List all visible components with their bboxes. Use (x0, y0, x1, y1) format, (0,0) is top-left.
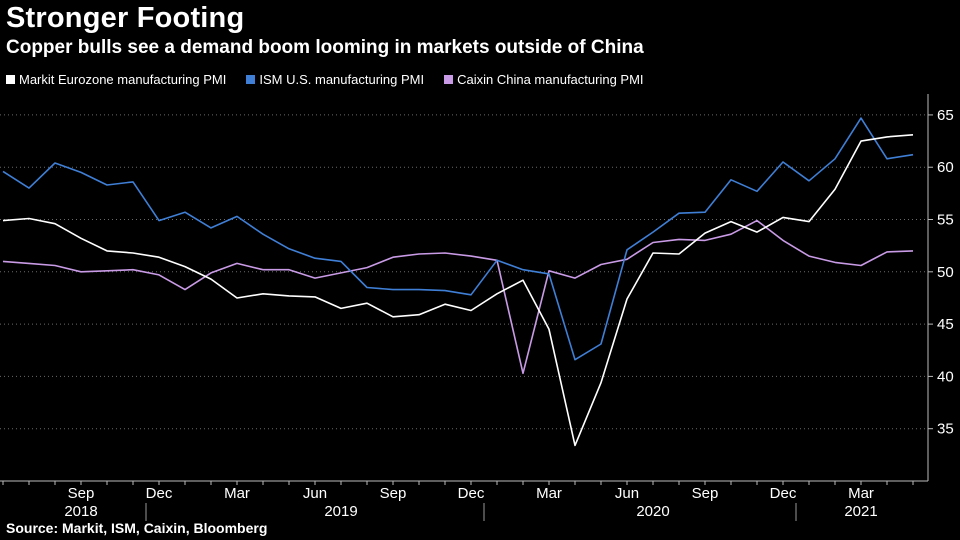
source-note: Source: Markit, ISM, Caixin, Bloomberg (6, 520, 268, 536)
x-tick-label-2018-12: Dec (146, 485, 173, 502)
legend-swatch-us (246, 75, 256, 84)
chart-subtitle: Copper bulls see a demand boom looming i… (6, 37, 644, 58)
legend-label-eurozone: Markit Eurozone manufacturing PMI (19, 72, 227, 87)
legend: Markit Eurozone manufacturing PMI ISM U.… (6, 72, 644, 87)
y-tick-label-60: 60 (937, 159, 954, 176)
y-tick-label-35: 35 (937, 421, 954, 438)
x-tick-label-2020-06: Jun (615, 485, 639, 502)
x-tick-label-2021-03: Mar (848, 485, 874, 502)
legend-swatch-eurozone (6, 75, 15, 84)
series-line-eurozone (2, 134, 914, 447)
y-tick-label-55: 55 (937, 212, 954, 229)
legend-item-china: Caixin China manufacturing PMI (444, 72, 644, 87)
y-tick-label-65: 65 (937, 107, 954, 124)
x-tick-label-2018-09: Sep (68, 485, 95, 502)
legend-swatch-china (444, 75, 454, 84)
x-tick-label-2019-03: Mar (224, 485, 250, 502)
chart-title: Stronger Footing (6, 2, 245, 34)
x-tick-label-2019-12: Dec (458, 485, 485, 502)
x-tick-label-2020-03: Mar (536, 485, 562, 502)
series-line-us (2, 117, 914, 361)
legend-item-us: ISM U.S. manufacturing PMI (246, 72, 424, 87)
x-tick-label-2019-06: Jun (303, 485, 327, 502)
x-tick-label-2019-09: Sep (380, 485, 407, 502)
year-label-2021: 2021 (844, 503, 877, 520)
legend-item-eurozone: Markit Eurozone manufacturing PMI (6, 72, 226, 87)
legend-label-us: ISM U.S. manufacturing PMI (259, 72, 425, 87)
legend-label-china: Caixin China manufacturing PMI (457, 72, 644, 87)
y-tick-label-50: 50 (937, 264, 954, 281)
year-label-2020: 2020 (636, 503, 669, 520)
year-label-2018: 2018 (64, 503, 97, 520)
y-tick-label-45: 45 (937, 316, 954, 333)
year-label-2019: 2019 (324, 503, 357, 520)
series-line-china (2, 219, 914, 375)
x-tick-label-2020-09: Sep (692, 485, 719, 502)
x-tick-label-2020-12: Dec (770, 485, 797, 502)
y-tick-label-40: 40 (937, 368, 954, 385)
